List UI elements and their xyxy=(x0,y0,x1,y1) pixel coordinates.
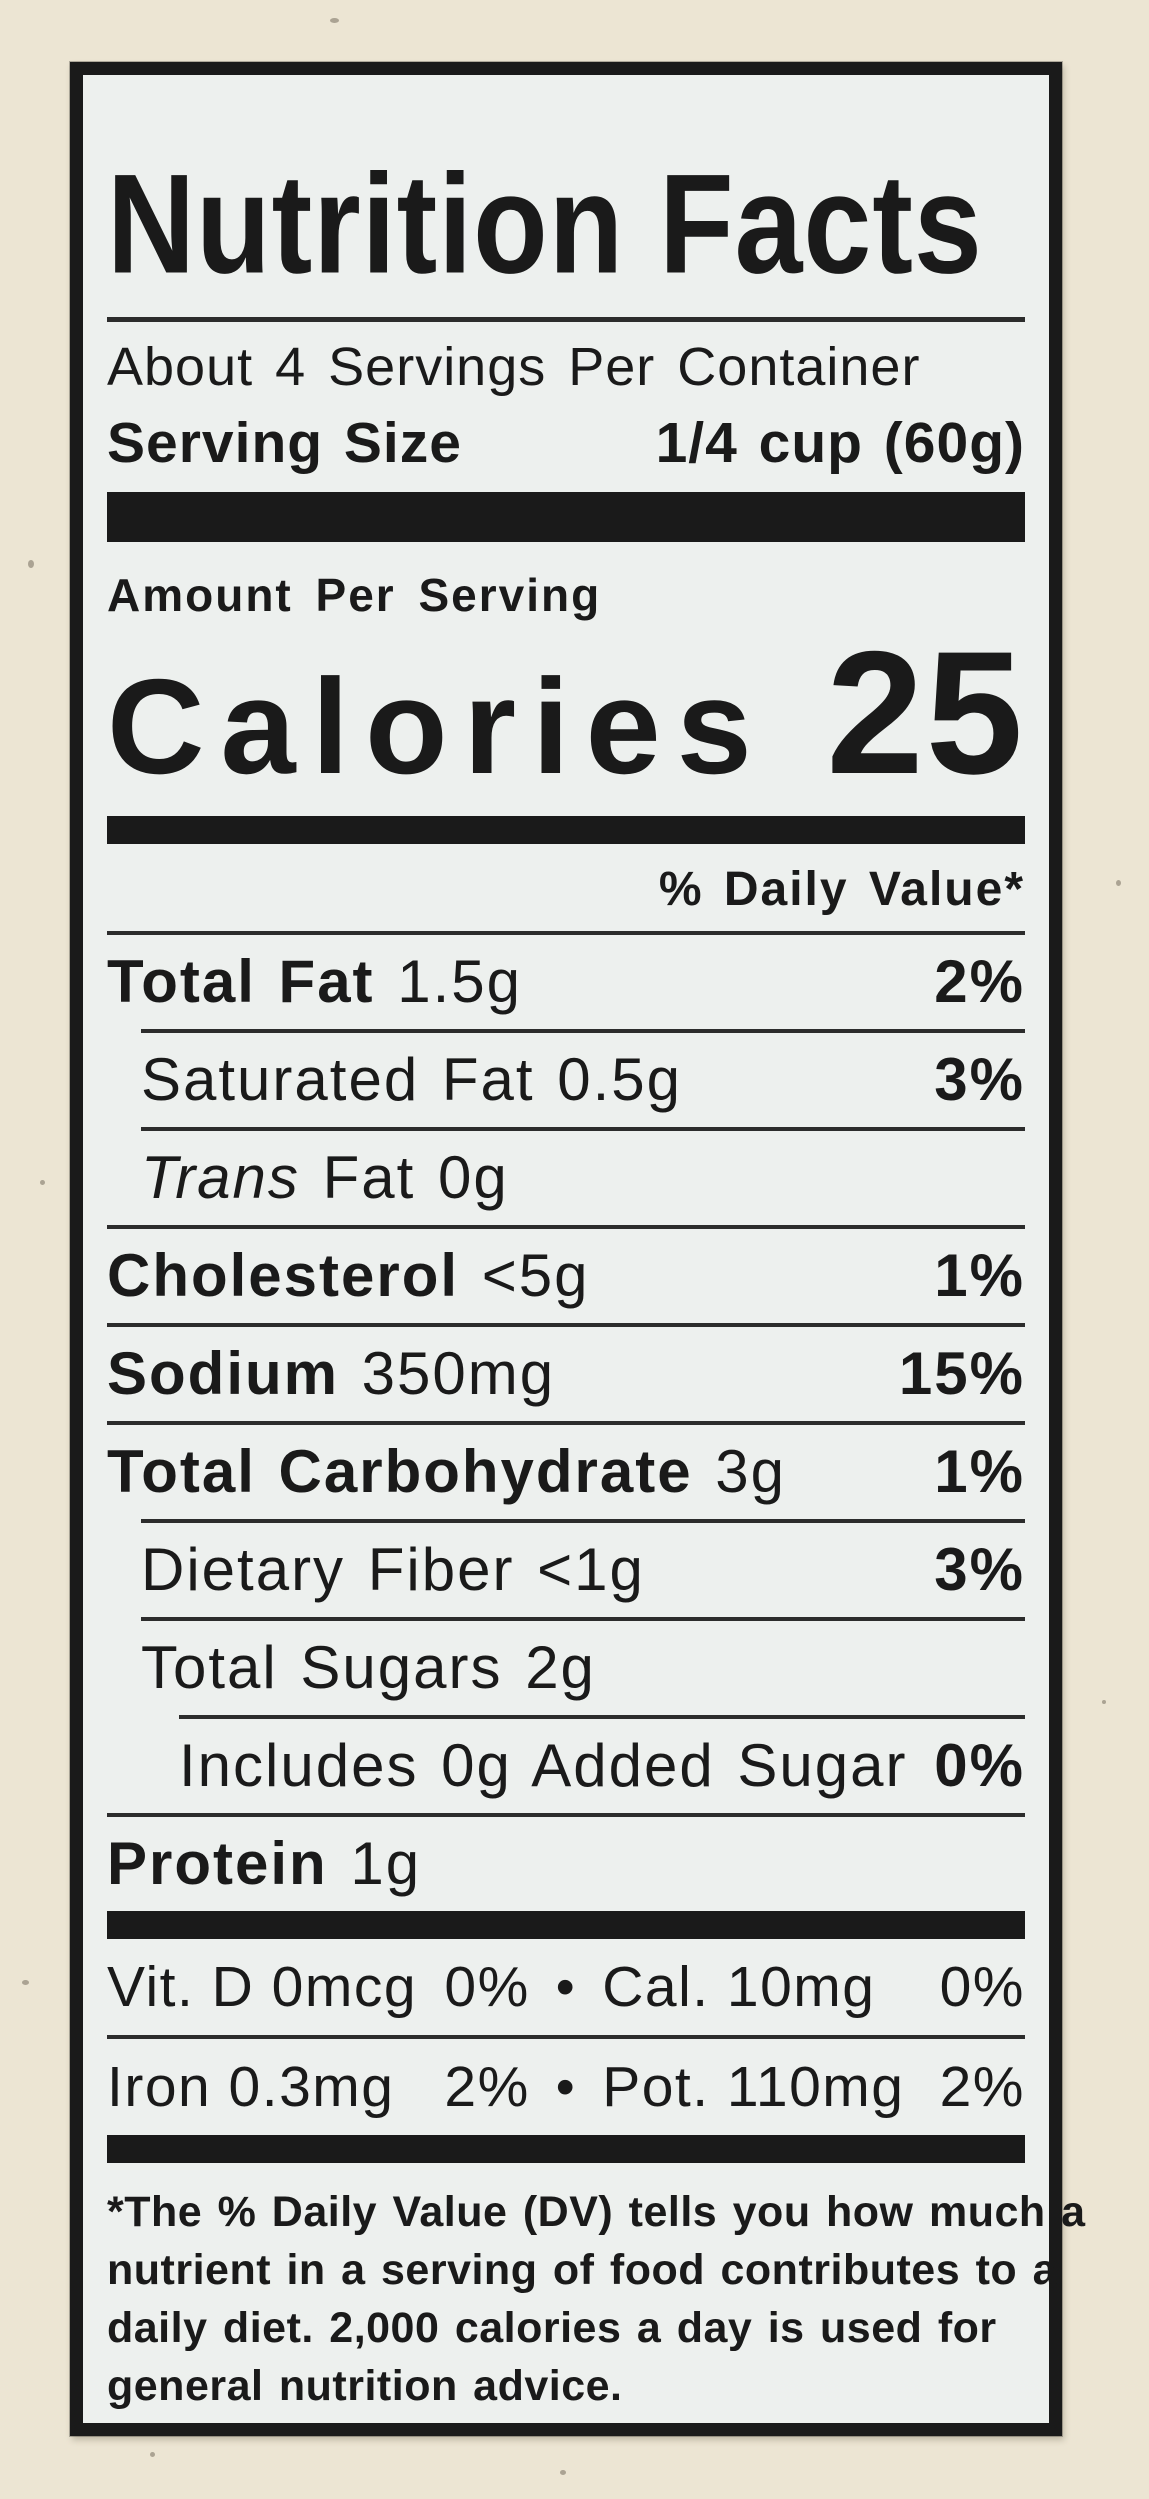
micro-left-group: Vit. D 0mcg 0% xyxy=(107,1954,556,2020)
daily-value-percent: 3% xyxy=(934,1046,1025,1113)
nutrient-row-trans-fat: Trans Fat 0g xyxy=(107,1131,1025,1225)
nutrient-text: Total Carbohydrate 3g xyxy=(107,1438,787,1505)
divider-rule xyxy=(107,930,1025,935)
nutrient-text: Includes 0g Added Sugar xyxy=(179,1732,908,1799)
nutrient-text: Cholesterol <5g xyxy=(107,1242,590,1309)
nutrient-text: Total Fat 1.5g xyxy=(107,948,522,1015)
micro-percent: 2% xyxy=(939,2054,1025,2119)
nutrient-row-sodium: Sodium 350mg 15% xyxy=(107,1327,1025,1421)
nutrient-text: Dietary Fiber <1g xyxy=(141,1536,645,1603)
calories-row: Calories 25 xyxy=(107,626,1025,802)
micro-name: Vit. D 0mcg xyxy=(107,1954,418,2019)
film-grain-speckle xyxy=(560,2470,566,2475)
micro-name: Pot. 110mg xyxy=(602,2054,905,2119)
micro-percent: 0% xyxy=(939,1954,1025,2019)
nutrient-row-total-sugars: Total Sugars 2g xyxy=(107,1621,1025,1715)
divider-rule xyxy=(107,1812,1025,1817)
footnote-line: nutrient in a serving of food contribute… xyxy=(107,2245,1058,2294)
calories-label: Calories xyxy=(107,651,768,802)
micro-percent: 0% xyxy=(444,1954,530,2019)
divider-rule xyxy=(141,1028,1025,1033)
micronutrient-row-iron-potassium: Iron 0.3mg 2% • Pot. 110mg 2% xyxy=(107,2039,1025,2135)
serving-size-label: Serving Size xyxy=(107,411,462,475)
divider-rule xyxy=(107,1420,1025,1425)
micronutrient-row-vitd-calcium: Vit. D 0mcg 0% • Cal. 10mg 0% xyxy=(107,1939,1025,2035)
amount-per-serving-label: Amount Per Serving xyxy=(107,569,602,621)
daily-value-footnote: *The % Daily Value (DV) tells you how mu… xyxy=(107,2183,1086,2415)
nutrient-row-added-sugar: Includes 0g Added Sugar 0% xyxy=(107,1719,1025,1813)
divider-rule xyxy=(141,1518,1025,1523)
nutrient-text: Total Sugars 2g xyxy=(141,1634,596,1701)
micro-right-group: Cal. 10mg 0% xyxy=(576,1954,1025,2020)
film-grain-speckle xyxy=(150,2452,155,2457)
nutrition-facts-title: Nutrition Facts xyxy=(107,75,1025,303)
nutrient-text: Saturated Fat 0.5g xyxy=(141,1046,682,1113)
footnote-line: *The % Daily Value (DV) tells you how mu… xyxy=(107,2187,1086,2236)
nutrient-text: Trans Fat 0g xyxy=(141,1144,509,1211)
section-bar-medium xyxy=(107,1910,1025,1939)
film-grain-speckle xyxy=(1116,880,1121,886)
film-grain-speckle xyxy=(22,1980,29,1985)
divider-rule xyxy=(141,1126,1025,1131)
film-grain-speckle xyxy=(28,560,34,568)
micro-name: Cal. 10mg xyxy=(602,1954,876,2019)
daily-value-percent: 1% xyxy=(934,1242,1025,1309)
daily-value-percent: 15% xyxy=(898,1340,1025,1407)
daily-value-percent: 1% xyxy=(934,1438,1025,1505)
bullet-separator-icon: • xyxy=(555,1956,577,2017)
calories-value: 25 xyxy=(826,616,1025,811)
film-grain-speckle xyxy=(330,18,339,23)
serving-size-value: 1/4 cup (60g) xyxy=(655,411,1025,475)
film-grain-speckle xyxy=(40,1180,45,1185)
nutrient-row-saturated-fat: Saturated Fat 0.5g 3% xyxy=(107,1033,1025,1127)
divider-rule xyxy=(107,1224,1025,1229)
daily-value-percent: 3% xyxy=(934,1536,1025,1603)
section-bar-thick xyxy=(107,492,1025,542)
divider-rule xyxy=(107,317,1025,322)
film-grain-speckle xyxy=(1102,1700,1106,1704)
micro-left-group: Iron 0.3mg 2% xyxy=(107,2054,556,2120)
nutrient-text: Protein 1g xyxy=(107,1830,422,1897)
serving-size-row: Serving Size 1/4 cup (60g) xyxy=(107,410,1025,476)
nutrition-facts-panel: Nutrition Facts About 4 Servings Per Con… xyxy=(70,62,1086,2436)
micro-percent: 2% xyxy=(444,2054,530,2119)
servings-per-container: About 4 Servings Per Container xyxy=(107,337,921,397)
nutrient-row-cholesterol: Cholesterol <5g 1% xyxy=(107,1229,1025,1323)
daily-value-percent: 2% xyxy=(934,948,1025,1015)
nutrient-row-protein: Protein 1g xyxy=(107,1817,1025,1911)
nutrition-facts-title-text: Nutrition Facts xyxy=(107,144,983,303)
footnote-line: general nutrition advice. xyxy=(107,2361,623,2410)
bullet-separator-icon: • xyxy=(555,2056,577,2117)
footnote-line: daily diet. 2,000 calories a day is used… xyxy=(107,2303,997,2352)
divider-rule xyxy=(179,1714,1025,1719)
micro-right-group: Pot. 110mg 2% xyxy=(576,2054,1025,2120)
nutrient-text: Sodium 350mg xyxy=(107,1340,556,1407)
nutrient-row-total-fat: Total Fat 1.5g 2% xyxy=(107,935,1025,1029)
daily-value-header: % Daily Value* xyxy=(658,862,1025,916)
section-bar-medium xyxy=(107,815,1025,844)
nutrient-row-dietary-fiber: Dietary Fiber <1g 3% xyxy=(107,1523,1025,1617)
section-bar-medium xyxy=(107,2134,1025,2163)
divider-rule xyxy=(107,1322,1025,1327)
divider-rule xyxy=(141,1616,1025,1621)
divider-rule xyxy=(107,2034,1025,2039)
nutrient-row-total-carbohydrate: Total Carbohydrate 3g 1% xyxy=(107,1425,1025,1519)
daily-value-percent: 0% xyxy=(934,1732,1025,1799)
micro-name: Iron 0.3mg xyxy=(107,2054,395,2119)
